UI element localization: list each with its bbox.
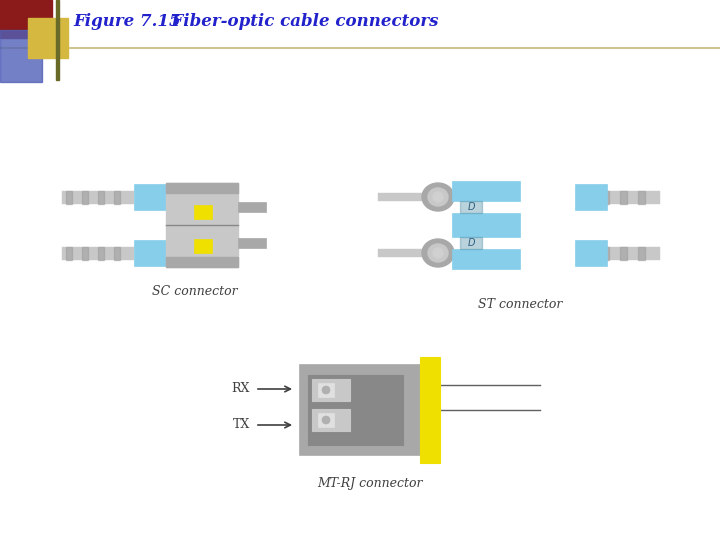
Text: TX: TX <box>233 418 250 431</box>
Text: MT-RJ connector: MT-RJ connector <box>318 477 423 490</box>
Ellipse shape <box>433 248 443 258</box>
Bar <box>300 365 420 455</box>
Ellipse shape <box>428 188 448 206</box>
Bar <box>318 413 334 427</box>
Bar <box>460 237 482 249</box>
Bar <box>580 246 660 260</box>
Bar <box>378 249 433 257</box>
Bar <box>452 249 520 269</box>
Bar <box>638 191 645 204</box>
Bar <box>194 205 212 219</box>
Bar <box>602 246 609 260</box>
Bar <box>452 213 520 237</box>
Text: ST connector: ST connector <box>478 298 562 311</box>
Bar <box>82 191 89 204</box>
Ellipse shape <box>422 183 454 211</box>
Bar <box>238 238 266 248</box>
Ellipse shape <box>433 192 443 202</box>
Bar <box>580 191 660 204</box>
Bar <box>620 246 627 260</box>
Text: RX: RX <box>232 382 250 395</box>
Text: Fiber-optic cable connectors: Fiber-optic cable connectors <box>160 14 438 30</box>
Ellipse shape <box>422 239 454 267</box>
Bar <box>134 184 166 210</box>
Circle shape <box>322 386 330 394</box>
Bar <box>98 246 104 260</box>
Text: SC connector: SC connector <box>152 285 238 298</box>
Bar <box>0 30 42 82</box>
Bar <box>638 246 645 260</box>
Bar <box>66 191 73 204</box>
Bar <box>166 183 238 267</box>
Text: D: D <box>467 202 474 212</box>
Bar <box>28 18 68 58</box>
Bar <box>585 191 592 204</box>
Bar <box>575 240 607 266</box>
Bar <box>308 375 403 445</box>
Bar <box>114 246 120 260</box>
Bar <box>318 383 334 397</box>
Bar <box>62 246 134 260</box>
Bar <box>98 191 104 204</box>
Bar <box>56 0 59 80</box>
Bar <box>82 246 89 260</box>
Bar <box>62 191 134 204</box>
Bar <box>452 181 520 201</box>
Bar <box>312 379 350 401</box>
Bar <box>460 201 482 213</box>
Circle shape <box>322 416 330 424</box>
Bar <box>194 239 212 253</box>
Bar <box>238 202 266 212</box>
Bar <box>0 0 52 38</box>
Bar <box>585 246 592 260</box>
Bar <box>166 257 238 267</box>
Bar <box>114 191 120 204</box>
Text: Figure 7.15: Figure 7.15 <box>73 14 181 30</box>
Bar <box>575 184 607 210</box>
Bar <box>66 246 73 260</box>
Text: D: D <box>467 238 474 248</box>
Bar <box>378 193 433 201</box>
Ellipse shape <box>428 244 448 262</box>
Bar <box>312 409 350 431</box>
Bar <box>620 191 627 204</box>
Bar <box>166 183 238 193</box>
Bar <box>602 191 609 204</box>
Bar <box>134 240 166 266</box>
Bar <box>420 357 440 463</box>
